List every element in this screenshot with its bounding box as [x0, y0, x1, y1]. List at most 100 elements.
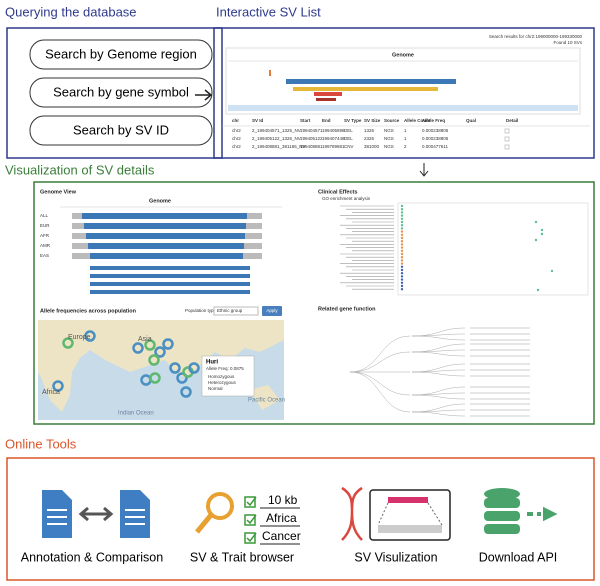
- table-cell: 381000: [364, 144, 380, 149]
- table-header: SV Type: [344, 118, 362, 123]
- map-label: Asia: [138, 336, 152, 343]
- search-button[interactable]: [29, 77, 213, 108]
- table-cell: chr2: [232, 136, 241, 141]
- detail-icon: [504, 136, 510, 142]
- button-label: Search by gene symbol: [53, 84, 189, 99]
- tree-edge: [349, 335, 411, 373]
- popup-row: Normal: [208, 386, 223, 391]
- search-button[interactable]: [29, 39, 213, 70]
- popup: [201, 355, 255, 397]
- panel-title: Genome View: [40, 189, 77, 195]
- panel: [213, 27, 595, 159]
- dot: [400, 252, 404, 256]
- select[interactable]: [213, 306, 259, 316]
- table-header: Allele Freq: [422, 118, 445, 123]
- panel-title: Allele frequencies across population: [40, 308, 137, 314]
- map-marker: [162, 338, 174, 350]
- table-cell: 1326: [364, 128, 375, 133]
- search-info: Search results for chr2:199000000-199330…: [489, 34, 583, 39]
- map-marker: [180, 386, 192, 398]
- dot: [550, 269, 554, 273]
- panel: [33, 181, 595, 425]
- bar: [90, 253, 243, 259]
- table-cell: NGS: [384, 128, 394, 133]
- table-cell: 2326: [364, 136, 375, 141]
- table-header: End: [322, 118, 331, 123]
- arrow: [419, 163, 429, 177]
- dot: [400, 243, 404, 246]
- map-marker: [84, 330, 96, 342]
- tree-edge: [349, 371, 411, 413]
- dot: [400, 268, 404, 272]
- table-header: Qual: [466, 118, 476, 123]
- tree-edge: [411, 409, 466, 413]
- map-label: Pacific Ocean: [248, 398, 285, 404]
- row-label: EUR: [40, 223, 50, 228]
- bar: [86, 233, 245, 239]
- button-label: Search by SV ID: [73, 122, 169, 137]
- go-plot: [340, 202, 589, 296]
- tree-edge: [411, 335, 466, 341]
- track-title: Genome: [392, 52, 414, 58]
- tool-label: Download API: [479, 550, 558, 564]
- database-icon: [484, 488, 520, 534]
- table-cell: NGS: [384, 136, 394, 141]
- table-cell: 199404571: [300, 128, 323, 133]
- table-cell: CNV: [344, 144, 354, 149]
- dot: [540, 228, 544, 232]
- map-marker: [154, 346, 166, 358]
- detail-icon: [504, 128, 510, 134]
- dot: [400, 236, 404, 240]
- plot-area: [397, 202, 589, 296]
- table-cell: 1: [404, 128, 407, 133]
- dot: [400, 281, 404, 284]
- bar: [82, 213, 247, 219]
- bar: [90, 266, 250, 270]
- bar: [90, 274, 250, 278]
- dot: [400, 246, 404, 249]
- dot: [400, 259, 404, 262]
- panel-title: Clinical Effects: [318, 189, 357, 195]
- map-marker: [188, 362, 200, 374]
- popup-row: Heterozygous: [208, 380, 237, 385]
- panel-subtitle: GO enrichment analysis: [322, 196, 371, 201]
- select-value: Ethnic group: [217, 308, 243, 313]
- label: Population type:: [185, 308, 217, 313]
- table-header: Start: [300, 118, 311, 123]
- dot: [400, 211, 404, 214]
- map-marker: [176, 372, 188, 384]
- dot: [534, 220, 538, 224]
- tool-label: Annotation & Comparison: [21, 550, 163, 564]
- tree-edge: [411, 386, 466, 396]
- search-button[interactable]: [29, 115, 213, 146]
- sv-bar: [286, 79, 456, 84]
- screen-bar: [388, 497, 428, 503]
- table-cell: 2_199405122_1326_NV: [252, 136, 301, 141]
- table-cell: 0.000238805: [422, 136, 449, 141]
- dot: [400, 220, 404, 224]
- button-label: Search by Genome region: [45, 46, 197, 61]
- sv-bar: [293, 87, 438, 91]
- scrollbar[interactable]: [228, 105, 578, 111]
- dot: [400, 240, 404, 243]
- map-marker: [62, 337, 74, 349]
- section-title: Visualization of SV details: [5, 162, 155, 177]
- table-cell: NGS: [384, 144, 394, 149]
- table-header: Source: [384, 118, 400, 123]
- tree-edge: [411, 363, 466, 373]
- dot: [534, 238, 538, 242]
- zoom-lines: [377, 502, 443, 526]
- apply-button[interactable]: [262, 306, 282, 316]
- table-header: Allele Count: [404, 118, 431, 123]
- magnifier: [195, 513, 213, 534]
- browser-term: Cancer: [262, 529, 301, 543]
- screen-bar: [378, 525, 442, 533]
- bar: [90, 290, 250, 294]
- table-cell: 0.000477611: [422, 144, 448, 149]
- table-cell: 199407448: [322, 136, 345, 141]
- table-cell: 0.000238805: [422, 128, 449, 133]
- double-arrow: [78, 506, 114, 522]
- popup-title: Huri: [206, 360, 218, 366]
- tree-edge: [411, 327, 466, 337]
